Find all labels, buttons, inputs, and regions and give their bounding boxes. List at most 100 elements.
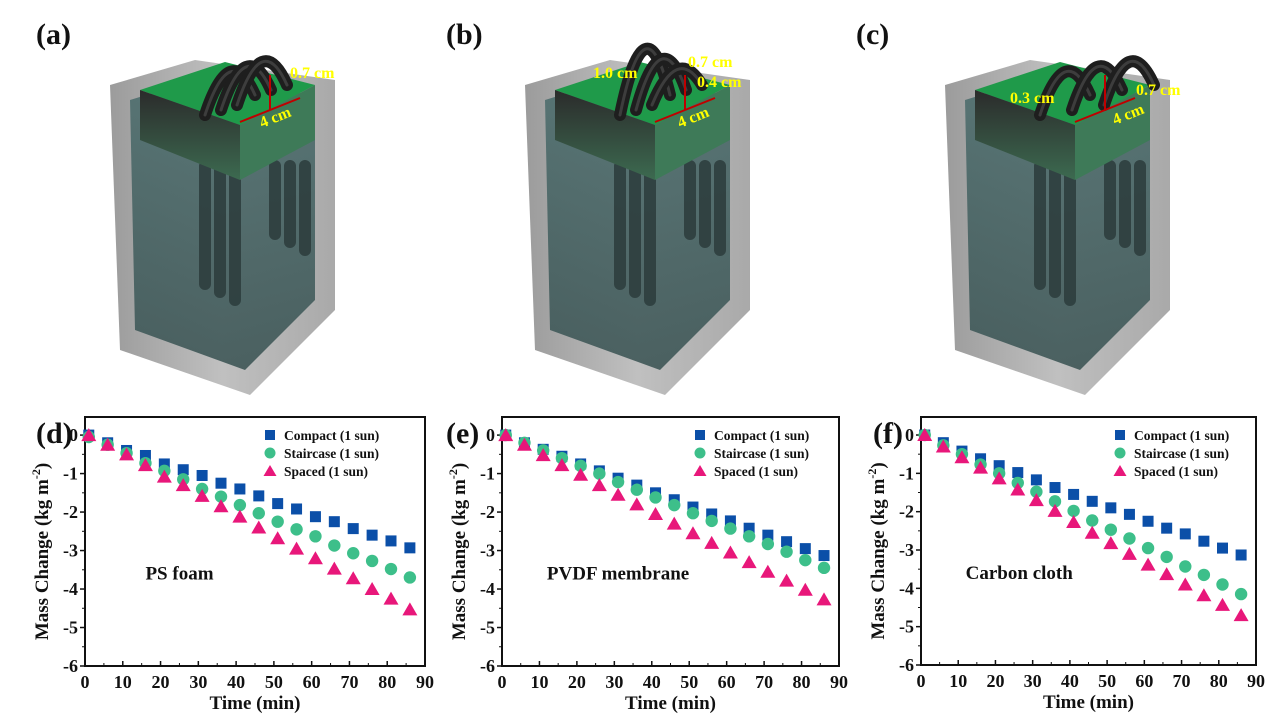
y-tick-label: -4 — [899, 578, 914, 598]
data-point-compact — [1217, 542, 1228, 554]
data-point-staircase — [384, 562, 398, 576]
data-point-staircase — [780, 545, 793, 558]
x-tick-label: 70 — [1173, 671, 1191, 691]
y-tick-label: -3 — [899, 540, 914, 560]
y-tick-label: -4 — [480, 579, 495, 599]
data-point-spaced — [1159, 567, 1175, 581]
x-tick-label: 50 — [680, 672, 698, 692]
data-point-staircase — [1067, 504, 1080, 518]
wick-rod — [299, 160, 311, 256]
y-tick-label: -6 — [63, 656, 78, 676]
data-point-staircase — [1197, 568, 1211, 582]
data-point-staircase — [668, 498, 681, 512]
data-point-staircase — [630, 483, 643, 496]
data-point-spaced — [326, 561, 342, 575]
data-point-staircase — [1048, 495, 1062, 508]
chart-f: (f)0 10 20 30 40 50 60 70 80 900-1-2-3-4-5-6Time … — [865, 416, 1265, 713]
legend-marker-square — [265, 430, 275, 440]
data-point-staircase — [593, 467, 606, 480]
data-point-spaced — [629, 497, 645, 511]
data-point-compact — [385, 535, 397, 547]
legend-marker-square — [695, 430, 705, 440]
data-point-compact — [234, 483, 246, 495]
data-point-spaced — [270, 531, 286, 545]
data-point-compact — [781, 536, 793, 548]
data-point-compact — [272, 498, 284, 510]
x-tick-label: 40 — [643, 672, 661, 692]
panel-label: (d) — [36, 417, 73, 450]
absorber-side-right — [655, 85, 730, 180]
legend-marker-circle — [264, 447, 276, 459]
data-point-compact — [724, 515, 736, 527]
x-tick-label: 80 — [378, 672, 396, 692]
data-point-compact — [1161, 522, 1173, 534]
data-point-compact — [215, 477, 227, 489]
y-tick-label: 0 — [486, 425, 495, 445]
data-point-spaced — [194, 488, 210, 502]
data-point-spaced — [1047, 503, 1063, 517]
data-point-compact — [291, 503, 303, 515]
carbon-arc-highlight — [1102, 59, 1156, 107]
data-point-staircase — [252, 507, 265, 520]
data-point-compact — [1105, 502, 1117, 514]
legend-marker-triangle — [263, 465, 277, 476]
data-point-compact — [139, 449, 151, 461]
data-point-staircase — [309, 530, 322, 543]
x-tick-label: 0 — [498, 672, 507, 692]
legend-marker-triangle — [1113, 465, 1127, 476]
data-point-compact — [762, 529, 774, 541]
carbon-arc-highlight — [634, 57, 688, 112]
y-tick-label: -2 — [63, 502, 78, 522]
legend-label: Spaced (1 sun) — [714, 464, 798, 479]
absorber-side-left — [140, 90, 240, 180]
legend-label: Staircase (1 sun) — [1134, 446, 1229, 461]
data-point-spaced — [402, 602, 418, 616]
data-point-staircase — [742, 530, 756, 543]
data-point-compact — [743, 522, 755, 534]
data-point-spaced — [1215, 597, 1230, 611]
data-point-staircase — [1160, 550, 1173, 564]
legend-label: Spaced (1 sun) — [1134, 464, 1218, 479]
data-point-spaced — [685, 526, 701, 540]
data-point-spaced — [119, 447, 135, 461]
data-point-spaced — [991, 471, 1007, 485]
y-tick-label: -6 — [480, 656, 495, 676]
data-point-spaced — [917, 428, 933, 442]
legend-marker-square — [1115, 430, 1125, 440]
dimension-label: 1.0 cm — [593, 65, 638, 82]
panel-label: (e) — [446, 417, 479, 450]
data-point-compact — [1235, 549, 1247, 561]
data-point-staircase — [365, 554, 379, 568]
y-tick-label: 0 — [905, 425, 914, 445]
data-point-staircase — [403, 571, 417, 584]
data-point-spaced — [156, 469, 172, 483]
series-triangle — [81, 428, 418, 616]
data-point-spaced — [666, 516, 682, 530]
series-triangle — [498, 428, 832, 606]
wick-rod — [1119, 160, 1131, 248]
data-point-staircase — [611, 475, 625, 489]
y-tick-label: -1 — [899, 463, 914, 483]
x-tick-label: 30 — [1024, 671, 1042, 691]
data-point-staircase — [214, 490, 228, 503]
x-tick-label: 70 — [755, 672, 773, 692]
data-point-spaced — [973, 460, 989, 474]
x-tick-label: 60 — [1135, 671, 1153, 691]
chart-e: (e) 0 10 20 30 40 50 60 70 80 90 0 -1 -2 -3 -4 -5 -6 Time … — [446, 416, 848, 714]
wick-rod — [199, 160, 211, 290]
legend: Compact (1 sun) Staircase (1 sun) Spaced (… — [1113, 428, 1229, 479]
data-point-compact — [1049, 482, 1061, 494]
y-axis-label: Mass Change (kg m-2) — [865, 462, 889, 639]
y-tick-label: -2 — [899, 502, 914, 522]
data-point-spaced — [251, 520, 267, 534]
chart-d: (d)0 10 20 30 40 50 60 70 80 900-1-2-3-4-5-6Time … — [29, 416, 434, 714]
x-tick-label: 40 — [227, 672, 245, 692]
data-point-spaced — [364, 582, 380, 596]
data-point-compact — [347, 523, 359, 535]
data-point-compact — [177, 464, 189, 476]
series-triangle — [917, 428, 1249, 622]
data-point-spaced — [1177, 577, 1193, 591]
data-point-staircase — [574, 459, 587, 473]
x-tick-label: 10 — [114, 672, 132, 692]
data-point-staircase — [761, 537, 775, 551]
